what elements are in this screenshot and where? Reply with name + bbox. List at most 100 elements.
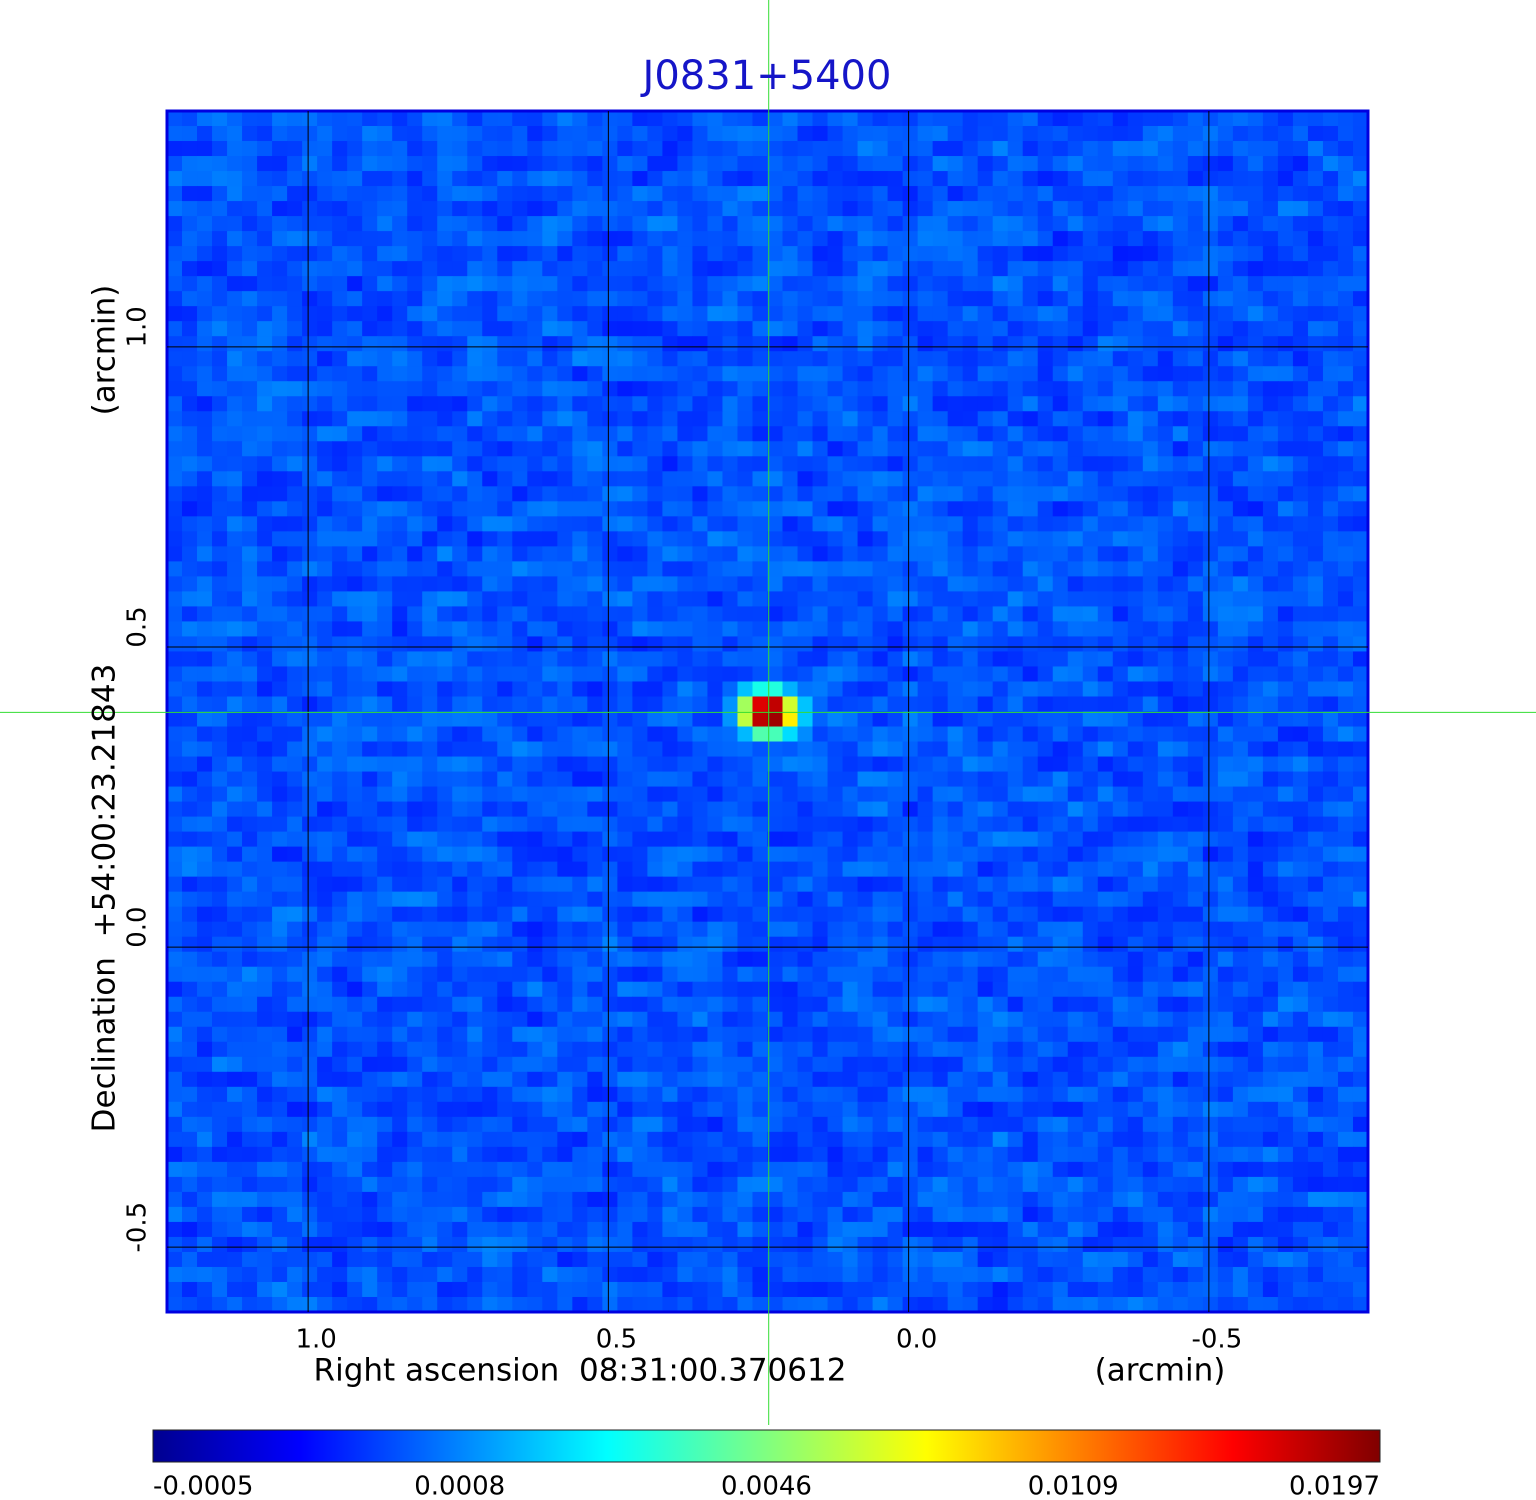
image-pixel [932, 726, 949, 743]
image-pixel [962, 981, 979, 998]
image-pixel [1082, 126, 1099, 142]
image-pixel [497, 771, 513, 788]
image-pixel [1217, 381, 1234, 397]
image-pixel [1232, 216, 1249, 232]
image-pixel [917, 291, 934, 307]
image-pixel [182, 246, 198, 262]
image-pixel [872, 231, 889, 247]
image-pixel [1322, 666, 1339, 683]
image-pixel [482, 441, 498, 457]
image-pixel [647, 711, 664, 728]
image-pixel [677, 801, 694, 818]
image-pixel [1172, 441, 1189, 457]
image-pixel [737, 636, 754, 653]
image-pixel [992, 681, 1009, 698]
image-pixel [1097, 561, 1114, 577]
image-pixel [947, 846, 964, 863]
image-pixel [647, 651, 664, 668]
image-pixel [587, 141, 603, 157]
image-pixel [362, 396, 378, 412]
image-pixel [902, 876, 919, 893]
image-pixel [887, 321, 904, 337]
image-pixel [1142, 681, 1159, 698]
image-pixel [662, 651, 679, 668]
image-pixel [242, 951, 258, 968]
image-pixel [1052, 501, 1069, 517]
image-pixel [1112, 591, 1129, 608]
image-pixel [302, 606, 318, 623]
image-pixel [782, 1026, 799, 1043]
image-pixel [1037, 981, 1054, 998]
image-pixel [947, 951, 964, 968]
image-pixel [1172, 561, 1189, 577]
image-pixel [347, 711, 363, 728]
image-pixel [1277, 606, 1294, 623]
image-pixel [1247, 546, 1264, 562]
image-pixel [1187, 831, 1204, 848]
image-pixel [1337, 501, 1354, 517]
image-pixel [857, 981, 874, 998]
image-pixel [887, 846, 904, 863]
image-pixel [1067, 816, 1084, 833]
image-pixel [647, 351, 664, 367]
image-pixel [437, 861, 453, 878]
image-pixel [962, 501, 979, 517]
image-pixel [1187, 321, 1204, 337]
image-pixel [737, 156, 754, 172]
image-pixel [512, 276, 528, 292]
image-pixel [902, 516, 919, 532]
image-pixel [167, 756, 183, 773]
image-pixel [242, 336, 258, 352]
image-pixel [227, 426, 243, 442]
image-pixel [602, 891, 618, 908]
image-pixel [1202, 486, 1219, 502]
image-pixel [287, 186, 303, 202]
image-pixel [227, 381, 243, 397]
image-pixel [347, 786, 363, 803]
image-pixel [767, 906, 784, 923]
image-pixel [857, 576, 874, 592]
image-pixel [1232, 906, 1249, 923]
image-pixel [377, 696, 393, 713]
image-pixel [422, 276, 438, 292]
image-pixel [767, 456, 784, 472]
image-pixel [767, 921, 784, 938]
image-pixel [617, 681, 633, 698]
image-pixel [692, 381, 709, 397]
image-pixel [707, 546, 724, 562]
image-pixel [302, 786, 318, 803]
image-pixel [167, 741, 183, 758]
image-pixel [962, 351, 979, 367]
image-pixel [362, 231, 378, 247]
image-pixel [227, 861, 243, 878]
image-pixel [662, 276, 679, 292]
image-pixel [1247, 516, 1264, 532]
image-pixel [1172, 711, 1189, 728]
image-pixel [602, 1026, 618, 1043]
image-pixel [797, 576, 814, 592]
image-pixel [362, 891, 378, 908]
image-pixel [317, 921, 333, 938]
image-pixel [752, 141, 769, 157]
image-pixel [767, 831, 784, 848]
image-pixel [302, 921, 318, 938]
image-pixel [632, 786, 648, 803]
image-pixel [1172, 1011, 1189, 1028]
image-pixel [542, 156, 558, 172]
image-pixel [497, 501, 513, 517]
image-pixel [992, 381, 1009, 397]
image-pixel [1007, 171, 1024, 187]
image-pixel [797, 381, 814, 397]
image-pixel [662, 846, 679, 863]
image-pixel [362, 1011, 378, 1028]
image-pixel [1082, 846, 1099, 863]
image-pixel [1127, 531, 1144, 547]
image-pixel [467, 1026, 483, 1043]
image-pixel [512, 486, 528, 502]
image-pixel [302, 1026, 318, 1043]
image-pixel [407, 636, 423, 653]
image-pixel [737, 651, 754, 668]
image-pixel [977, 936, 994, 953]
image-pixel [527, 816, 543, 833]
